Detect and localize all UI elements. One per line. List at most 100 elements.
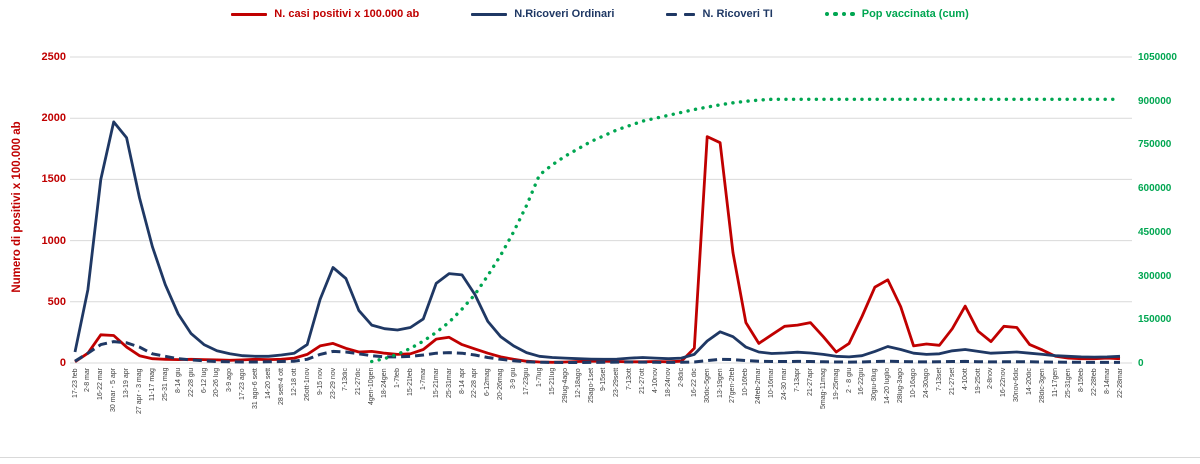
x-axis-label: 16-22giu [858,368,866,396]
series-line-1 [73,120,1121,361]
legend-dotted-line-sample [824,11,855,17]
x-axis-label: 22-28 giu [187,368,195,398]
legend-label: N.Ricoveri Ordinari [514,8,615,20]
x-axis-label: 4-10ott [961,368,969,390]
right-axis-tick-label: 750000 [1138,139,1172,151]
left-axis-tick-label: 500 [47,295,66,308]
x-axis-label: 16-22nov [1000,368,1008,398]
x-axis-label: 27gen-2feb [729,368,737,404]
x-axis-label: 16-22 mar [97,368,105,400]
x-axis-label: 30 mar - 5 apr [110,368,118,412]
x-axis-label: 10-16mar [768,368,776,398]
x-axis-label: 28lug-3ago [897,368,905,404]
x-axis-label: 10-16ago [910,368,918,398]
x-axis-label: 11-17 mag [148,368,156,401]
x-axis-label: 7-13dic [342,368,350,391]
x-axis-label: 28 sett-4 ott [277,368,285,405]
page-divider [0,457,1200,458]
x-axis-label: 24feb-2mar [755,368,763,404]
x-axis-label: 16-22 dic [690,368,698,397]
legend-item-pop-vaccinata: Pop vaccinata (cum) [824,8,969,20]
x-axis-label: 25-31mar [445,368,453,398]
x-axis-label: 19-25ott [974,368,982,394]
x-axis-label: 11-17gen [1051,368,1059,398]
x-axis-label: 7-13set [935,368,943,392]
x-axis-label: 23-29 nov [329,368,337,400]
x-axis-label: 15-21mar [432,368,440,398]
x-axis-label: 6-12 lug [200,368,208,394]
x-axis-label: 12-18 ott [290,368,298,396]
x-axis-label: 30dic-5gen [703,368,711,403]
legend-label: N. Ricoveri TI [702,8,773,20]
x-axis-label: 2-8nov [987,368,995,390]
x-axis-label: 8-14mar [1103,368,1111,395]
legend-label: Pop vaccinata (cum) [861,8,969,20]
series-line-0 [74,135,1121,364]
x-axis-label: 9-15 nov [316,368,324,396]
x-axis-label: 8-14 apr [458,368,466,395]
x-axis-label: 2 - 8 giu [845,368,853,394]
x-axis-label: 17-23 feb [71,368,79,398]
right-axis-tick-label: 1050000 [1138,52,1177,63]
x-axis-label: 22-28feb [1090,368,1098,396]
right-axis-tick-label: 900000 [1138,95,1172,107]
x-axis-label: 1-7mar [419,368,427,391]
x-axis-label: 7-13ott [626,368,634,390]
x-axis-label: 17-23giu [523,368,531,396]
x-axis-label: 4gen-10gen [368,368,376,406]
x-axis-label: 9-15set [600,368,608,392]
right-axis-tick-label: 600000 [1138,183,1172,195]
x-axis-label: 19-25mag [832,368,840,400]
x-axis-label: 24-30 mar [781,368,789,400]
x-axis-label: 26ott-1nov [303,368,311,402]
x-axis-label: 25-31 mag [161,368,169,402]
x-axis-label: 18-24nov [664,368,672,398]
x-axis-label: 31 ago-6 sett [252,368,260,409]
x-axis-label: 28dic-3gen [1039,368,1047,403]
x-axis-label: 14-20 sett [265,368,273,400]
legend-item-casi-positivi: N. casi positivi x 100.000 ab [231,8,419,20]
x-axis-label: 22-28mar [1116,368,1124,398]
x-axis-label: 15-21feb [406,368,414,396]
x-axis-label: 21-27dic [355,368,363,395]
x-axis-label: 23-29sett [613,368,621,398]
x-axis-label: 25ago-1set [587,368,595,404]
x-axis-label: 15-21lug [548,368,556,396]
x-axis-label: 7-13apr [793,368,801,393]
x-axis-label: 21-27set [948,368,956,396]
legend-label: N. casi positivi x 100.000 ab [274,8,420,20]
x-axis-label: 12-18ago [574,368,582,398]
x-axis-label: 20-26 lug [213,368,221,398]
right-axis-tick-label: 0 [1138,358,1144,369]
x-axis-label: 5mag-11mag [819,368,827,409]
x-axis-label: 4-10nov [652,368,660,394]
legend-dashed-line-sample [666,12,696,16]
right-axis-tick-label: 450000 [1138,226,1172,238]
x-axis-label: 13-19 apr [123,368,131,398]
left-axis-tick-label: 0 [59,357,66,369]
right-axis-tick-label: 300000 [1138,270,1172,282]
x-axis-label: 27 apr - 3 mag [136,368,143,414]
series-line-2 [74,340,1120,364]
left-axis-tick-label: 1000 [41,234,66,247]
x-axis-label: 25-31gen [1064,368,1072,398]
x-axis-label: 30nov-6dic [1013,368,1021,403]
x-axis-label: 29lug-4ago [561,368,569,404]
left-axis-tick-label: 2000 [41,112,66,125]
legend-solid-line-sample-red [231,12,268,16]
legend-item-ricoveri-ordinari: N.Ricoveri Ordinari [471,8,614,20]
x-axis-label: 1-7feb [394,368,402,388]
x-axis-label: 17-23 ago [239,368,247,400]
x-axis-label: 18-24gen [381,368,389,398]
legend-solid-line-sample-navy [471,12,508,16]
x-axis-label: 21-27ott [639,368,647,394]
x-axis-label: 2-8 mar [84,368,92,393]
left-axis-tick-label: 2500 [41,51,66,63]
x-axis-label: 21-27apr [806,368,814,397]
x-axis-label: 20-26mag [497,368,505,400]
chart-legend: N. casi positivi x 100.000 ab N.Ricoveri… [0,8,1200,20]
x-axis-label: 14-20 luglio [884,368,892,405]
x-axis-label: 30giu-6lug [871,368,879,401]
x-axis-label: 24-30ago [922,368,930,398]
